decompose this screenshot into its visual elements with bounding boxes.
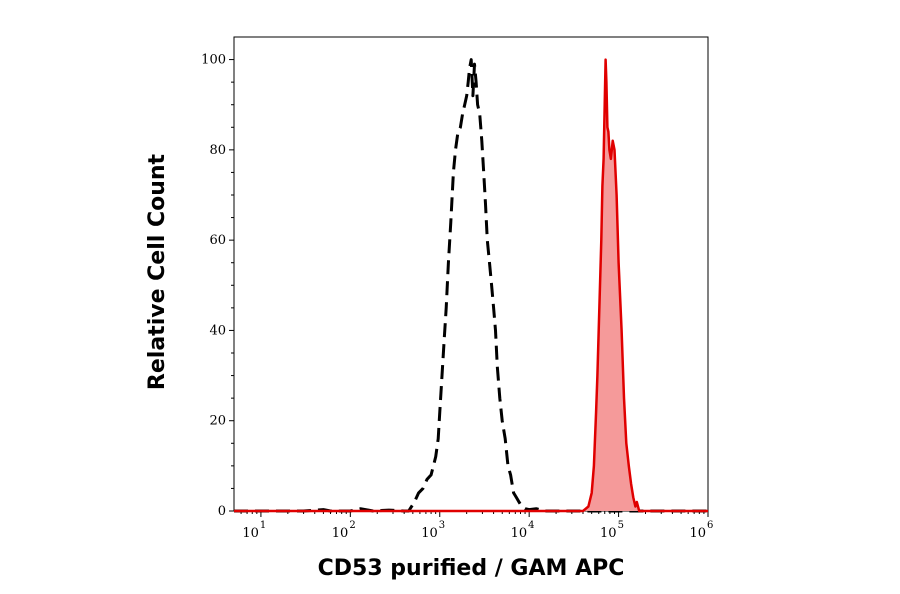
y-tick-label: 80 (209, 143, 226, 158)
x-tick-label: 10 (242, 526, 259, 541)
histogram-line-0 (234, 58, 708, 513)
x-tick-exponent: 4 (528, 520, 534, 531)
x-tick-label: 10 (600, 526, 617, 541)
y-axis-label: Relative Cell Count (145, 153, 170, 390)
x-tick-exponent: 2 (349, 520, 355, 531)
histogram-fill-1 (234, 59, 708, 511)
plot-frame (233, 36, 709, 512)
histogram-line-1 (234, 58, 708, 513)
x-tick-exponent: 6 (707, 520, 713, 531)
y-tick-label: 60 (209, 233, 226, 248)
x-tick-exponent: 5 (618, 520, 624, 531)
x-tick-label: 10 (511, 526, 528, 541)
x-tick-exponent: 3 (439, 520, 445, 531)
y-tick-label: 100 (201, 53, 226, 68)
y-tick-label: 0 (218, 504, 226, 519)
x-axis-label: CD53 purified / GAM APC (318, 556, 625, 581)
plot-area (233, 36, 709, 512)
series-layer (234, 58, 708, 513)
x-tick-label: 10 (421, 526, 438, 541)
x-tick-label: 10 (332, 526, 349, 541)
x-tick-label: 10 (689, 526, 706, 541)
y-tick-label: 20 (209, 414, 226, 429)
y-axis: 0 20 40 60 80 100 (201, 53, 234, 519)
y-tick-label: 40 (209, 323, 226, 338)
x-tick-exponent: 1 (260, 520, 266, 531)
